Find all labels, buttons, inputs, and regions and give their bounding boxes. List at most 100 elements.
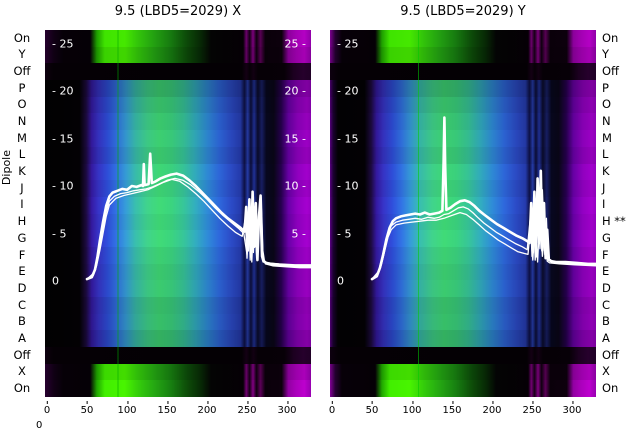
dipole-row-label-off: Off <box>13 63 31 78</box>
dipole-row-label-c: C <box>602 297 611 312</box>
x-tick-label: 150 <box>442 401 462 416</box>
x-tick-label: 150 <box>157 401 177 416</box>
x-tick-label: 300 <box>277 401 297 416</box>
dipole-row-label-n: N <box>17 114 27 129</box>
heatmap-row-c <box>45 297 311 314</box>
y-tick-label-left: - 15 <box>337 132 359 145</box>
dipole-row-label-j: J <box>20 180 24 195</box>
y-tick-label-left: 0 <box>52 274 59 288</box>
dipole-row-label-off: Off <box>602 347 619 362</box>
x-tick-label: 300 <box>562 401 582 416</box>
y-tick-label-left: - 10 <box>52 179 74 193</box>
dipole-row-label-a: A <box>18 330 26 345</box>
signal-line2 <box>86 177 311 280</box>
x-tick-label: 200 <box>482 401 502 416</box>
heatmap-row-j <box>330 180 596 197</box>
heatmap-panel-y: - 25 - 20 - 15 - 10 - 5 0 <box>330 30 596 398</box>
heatmap-row-l <box>45 146 311 164</box>
heatmap-row-on <box>330 380 596 398</box>
x-tick-label: 100 <box>117 401 137 416</box>
heatmap-row-on <box>45 380 311 398</box>
heatmap-row-x <box>330 363 596 381</box>
x-tick-label: 50 <box>365 401 379 416</box>
dipole-row-label-d: D <box>17 280 27 295</box>
heatmap-row-f <box>330 246 596 264</box>
heatmap-row-l <box>330 146 596 164</box>
dipole-row-label-k: K <box>602 164 610 179</box>
heatmap-row-n <box>330 113 596 131</box>
dipole-row-label-off: Off <box>602 63 619 78</box>
x-tick-label: 250 <box>237 401 257 416</box>
heatmap-row-y <box>45 46 311 64</box>
dipole-row-label-y: Y <box>18 47 26 62</box>
dipole-row-label-a: A <box>602 330 610 345</box>
heatmap-row-b <box>330 313 596 331</box>
heatmap-rows <box>330 30 596 398</box>
y-tick-label-right: 20 - <box>284 84 306 98</box>
panel-x-title: 9.5 (LBD5=2029) X <box>114 4 242 19</box>
heatmap-row-d <box>45 280 311 297</box>
heatmap-row-k <box>45 163 311 181</box>
x-tick-label: 100 <box>402 401 422 416</box>
dipole-row-label-b: B <box>18 314 26 329</box>
dipole-row-label-m: M <box>602 130 612 145</box>
corner-zero-label: 0 <box>36 420 43 431</box>
heatmap-row-i <box>330 196 596 214</box>
dipole-row-label-h: H <box>17 214 27 229</box>
heatmap-row-d <box>330 280 596 297</box>
heatmap-row-x <box>45 363 311 381</box>
vertical-artifact-line <box>117 30 119 397</box>
heatmap-row-off <box>330 347 596 364</box>
x-tick-label: 250 <box>522 401 542 416</box>
heatmap-row-e <box>45 263 311 281</box>
dipole-row-label-c: C <box>17 297 27 312</box>
dipole-row-label-b: B <box>602 314 610 329</box>
dipole-row-label-p: P <box>18 80 26 95</box>
y-tick-label-left: - 5 <box>52 227 67 240</box>
x-tick-label: 50 <box>80 401 94 416</box>
heatmap-row-n <box>45 113 311 131</box>
heatmap-row-o <box>45 96 311 114</box>
dipole-row-label-on: On <box>602 381 619 396</box>
dipole-row-label-off: Off <box>13 347 31 362</box>
dipole-row-label-e: E <box>18 264 26 279</box>
dipole-row-label-x: X <box>602 364 610 379</box>
signal-lines <box>85 152 311 281</box>
dipole-row-label-l: L <box>18 147 26 162</box>
dipole-row-label-on: On <box>602 30 619 45</box>
row-labels-right: On Y Off P O N M L K J I H ** G F E D C B A Off X On <box>602 30 640 397</box>
dipole-row-label-n: N <box>602 114 611 129</box>
dipole-row-label-i: I <box>20 197 24 212</box>
y-tick-label-right: 5 - <box>291 227 306 240</box>
signal-lines <box>370 116 596 281</box>
heatmap-panel-x: - 25 - 20 - 15 - 10 - 5 0 25 - 20 - 15 - 10 - 5 - <box>45 30 311 398</box>
heatmap-row-a <box>330 330 596 348</box>
heatmap-row-a <box>45 330 311 348</box>
x-axis-panel-y: 0 50 100 150 200 250 300 <box>329 401 596 417</box>
signal-line1 <box>85 152 311 281</box>
y-tick-label-left: - 20 <box>337 84 359 98</box>
dipole-row-label-i: I <box>602 197 606 212</box>
dipole-row-label-d: D <box>602 280 611 295</box>
heatmap-row-e <box>330 263 596 281</box>
heatmap-row-o <box>330 96 596 114</box>
dipole-row-label-on: On <box>13 30 31 45</box>
heatmap-row-off <box>45 347 311 364</box>
dipole-row-label-x: X <box>18 364 26 379</box>
heatmap-row-f <box>45 246 311 264</box>
dipole-row-label-k: K <box>18 164 26 179</box>
dipole-row-label-y: Y <box>602 47 610 62</box>
signal-line2 <box>371 189 596 280</box>
heatmap-row-b <box>45 313 311 331</box>
dipole-row-label-j: J <box>602 180 606 195</box>
dipole-row-label-l: L <box>602 147 609 162</box>
y-tick-label-left: - 20 <box>52 84 74 98</box>
dipole-row-label-f: F <box>18 247 26 262</box>
heatmap-rows <box>45 30 311 398</box>
y-tick-label-right: 25 - <box>284 37 306 50</box>
heatmap-row-off <box>45 63 311 81</box>
panel-y-title: 9.5 (LBD5=2029) Y <box>400 4 526 19</box>
dipole-row-label-g: G <box>17 230 27 245</box>
heatmap-row-m <box>45 130 311 147</box>
signal-line3 <box>371 211 596 280</box>
